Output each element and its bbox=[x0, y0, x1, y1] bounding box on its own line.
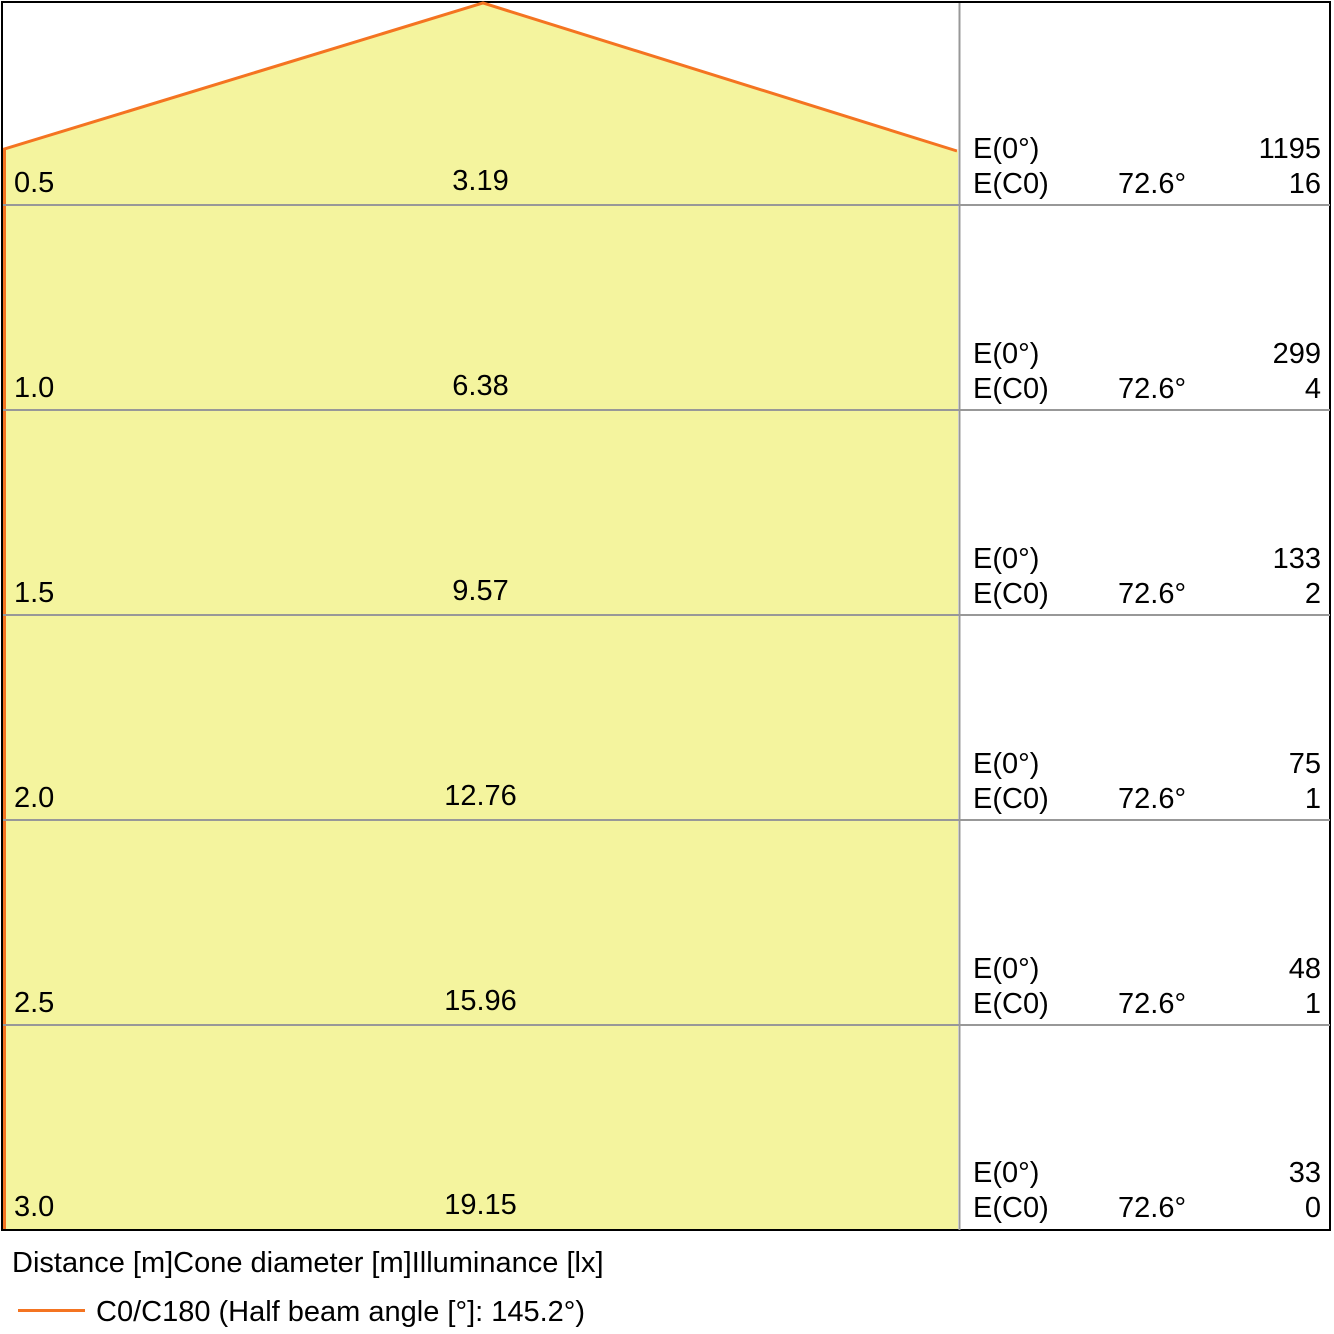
beam-line-swatch bbox=[18, 1309, 85, 1312]
legend-label: C0/C180 (Half beam angle [°]: 145.2°) bbox=[96, 1296, 586, 1328]
axis-caption: Distance [m]Cone diameter [m]Illuminance… bbox=[12, 1247, 604, 1279]
beam-outline bbox=[3, 1, 958, 1229]
distance-gridlines bbox=[3, 204, 1330, 1026]
